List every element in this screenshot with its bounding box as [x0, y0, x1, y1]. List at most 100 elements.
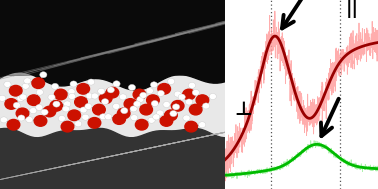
Polygon shape [0, 6, 225, 15]
Circle shape [185, 121, 197, 132]
Polygon shape [0, 127, 225, 189]
Circle shape [99, 114, 107, 120]
Circle shape [70, 81, 77, 87]
Circle shape [146, 88, 153, 94]
Polygon shape [0, 177, 225, 188]
Circle shape [172, 104, 180, 110]
Circle shape [75, 97, 87, 107]
Circle shape [189, 104, 202, 115]
Circle shape [7, 119, 20, 130]
Circle shape [167, 78, 175, 84]
Polygon shape [0, 139, 225, 151]
Polygon shape [0, 125, 225, 137]
Polygon shape [0, 60, 225, 70]
Circle shape [129, 84, 136, 91]
Polygon shape [0, 39, 225, 48]
Circle shape [165, 110, 177, 121]
Circle shape [41, 109, 48, 115]
Circle shape [106, 87, 119, 98]
Polygon shape [0, 72, 225, 82]
Polygon shape [0, 36, 225, 45]
Polygon shape [0, 122, 225, 134]
Polygon shape [0, 166, 225, 178]
Circle shape [133, 101, 141, 107]
Circle shape [183, 89, 195, 100]
Circle shape [64, 101, 71, 107]
Polygon shape [0, 27, 225, 36]
Circle shape [118, 108, 130, 119]
Circle shape [16, 108, 29, 119]
Circle shape [148, 117, 155, 123]
Circle shape [131, 115, 138, 121]
Circle shape [80, 107, 87, 113]
Circle shape [156, 110, 164, 116]
Circle shape [171, 101, 184, 111]
Circle shape [17, 96, 24, 102]
Circle shape [157, 90, 164, 96]
Circle shape [107, 87, 115, 93]
Circle shape [98, 88, 105, 94]
Circle shape [99, 93, 112, 104]
Polygon shape [0, 183, 225, 189]
Polygon shape [0, 48, 225, 57]
Circle shape [178, 94, 185, 100]
Polygon shape [0, 45, 225, 54]
Circle shape [85, 103, 92, 109]
Polygon shape [0, 15, 225, 24]
Circle shape [9, 85, 22, 96]
Circle shape [183, 115, 190, 121]
Circle shape [119, 94, 127, 100]
Polygon shape [0, 129, 225, 141]
Circle shape [13, 102, 20, 108]
Circle shape [43, 106, 56, 117]
Polygon shape [0, 136, 225, 147]
Circle shape [40, 72, 47, 78]
Circle shape [101, 99, 108, 105]
Polygon shape [0, 3, 225, 12]
Circle shape [24, 78, 31, 84]
Polygon shape [0, 63, 225, 73]
Polygon shape [0, 21, 225, 30]
Polygon shape [0, 187, 225, 189]
Polygon shape [0, 24, 225, 33]
Circle shape [0, 117, 8, 123]
Circle shape [82, 114, 89, 120]
Polygon shape [0, 18, 225, 27]
Text: ||: || [345, 0, 358, 18]
Circle shape [26, 117, 33, 123]
Circle shape [68, 89, 75, 95]
Circle shape [158, 84, 170, 94]
Circle shape [147, 95, 159, 105]
Polygon shape [0, 54, 225, 64]
Circle shape [140, 92, 147, 98]
Circle shape [29, 108, 37, 114]
Circle shape [36, 89, 43, 95]
Circle shape [121, 108, 128, 114]
Polygon shape [0, 42, 225, 51]
Circle shape [68, 93, 76, 99]
Polygon shape [0, 75, 225, 85]
Polygon shape [0, 81, 225, 91]
Text: ⊥: ⊥ [234, 100, 252, 119]
Polygon shape [0, 0, 225, 90]
Polygon shape [0, 0, 225, 6]
Circle shape [153, 114, 160, 120]
Circle shape [34, 116, 47, 126]
Polygon shape [0, 57, 225, 67]
Circle shape [151, 101, 158, 107]
Circle shape [18, 115, 25, 121]
Circle shape [0, 95, 6, 101]
Circle shape [124, 99, 137, 109]
Circle shape [186, 99, 193, 105]
Circle shape [58, 115, 65, 122]
Polygon shape [0, 51, 225, 60]
Polygon shape [0, 0, 225, 9]
Polygon shape [0, 78, 225, 88]
Circle shape [113, 103, 120, 109]
Circle shape [133, 89, 146, 100]
Circle shape [86, 93, 93, 99]
Polygon shape [0, 149, 225, 161]
Circle shape [188, 82, 195, 88]
Circle shape [192, 90, 200, 96]
Circle shape [198, 122, 206, 128]
